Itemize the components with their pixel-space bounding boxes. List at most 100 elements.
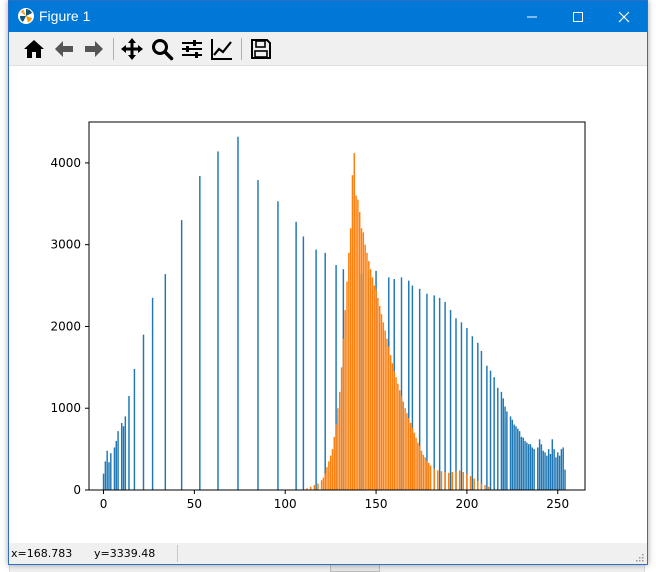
bar-series-1 bbox=[538, 439, 541, 490]
edit-axis-button[interactable] bbox=[208, 36, 236, 62]
bar-series-2 bbox=[353, 153, 355, 490]
bar-series-1 bbox=[460, 322, 463, 490]
bar-series-1 bbox=[500, 391, 503, 490]
bar-series-1 bbox=[444, 301, 446, 490]
x-tick-label: 150 bbox=[365, 497, 388, 511]
save-button[interactable] bbox=[247, 36, 275, 62]
resize-grip-icon[interactable] bbox=[634, 552, 644, 562]
bar-series-1 bbox=[526, 442, 528, 490]
bar-series-1 bbox=[122, 426, 125, 490]
bar-series-2 bbox=[375, 289, 377, 490]
bar-series-2 bbox=[440, 471, 443, 490]
bar-series-2 bbox=[451, 472, 454, 490]
bar-series-1 bbox=[553, 449, 555, 490]
figure-canvas[interactable]: 0 50 100 150 200 250 0 1000 2000 3000 4000 bbox=[9, 66, 647, 543]
bar-series-1 bbox=[335, 265, 337, 490]
bar-series-2 bbox=[388, 346, 390, 490]
close-icon bbox=[618, 11, 630, 22]
bar-series-2 bbox=[409, 422, 412, 490]
bar-series-1 bbox=[164, 274, 167, 490]
bar-series-1 bbox=[489, 370, 492, 490]
bar-series-1 bbox=[493, 377, 495, 490]
back-button[interactable] bbox=[50, 36, 78, 62]
bar-series-2 bbox=[386, 338, 388, 490]
bar-series-2 bbox=[324, 473, 326, 490]
bar-series-1 bbox=[257, 180, 259, 490]
bar-series-2 bbox=[337, 408, 339, 490]
y-tick-label: 2000 bbox=[50, 319, 81, 333]
maximize-button[interactable] bbox=[555, 1, 601, 32]
bar-series-2 bbox=[398, 390, 401, 490]
bar-series-1 bbox=[400, 277, 403, 490]
bar-series-2 bbox=[455, 471, 457, 490]
y-tick-label: 4000 bbox=[50, 156, 81, 170]
bar-series-1 bbox=[426, 293, 428, 490]
bar-series-2 bbox=[342, 338, 345, 490]
bar-series-2 bbox=[406, 413, 408, 490]
bar-series-2 bbox=[469, 476, 472, 490]
bar-series-2 bbox=[331, 449, 334, 490]
bar-series-1 bbox=[497, 387, 499, 490]
bar-series-1 bbox=[518, 431, 521, 490]
pan-icon bbox=[121, 38, 143, 60]
bar-series-1 bbox=[277, 201, 279, 490]
pan-button[interactable] bbox=[118, 36, 146, 62]
save-icon bbox=[251, 39, 271, 59]
bar-series-2 bbox=[380, 314, 383, 490]
bar-series-2 bbox=[422, 454, 425, 490]
bar-series-1 bbox=[555, 457, 557, 490]
bar-series-1 bbox=[142, 334, 145, 490]
bar-series-2 bbox=[373, 285, 375, 490]
bar-series-1 bbox=[524, 440, 526, 490]
bar-series-2 bbox=[358, 211, 361, 490]
bar-series-2 bbox=[313, 485, 316, 490]
bar-series-1 bbox=[106, 450, 108, 490]
bar-series-2 bbox=[364, 244, 366, 490]
back-icon bbox=[55, 41, 73, 57]
bar-series-1 bbox=[180, 220, 183, 490]
title-bar[interactable]: Figure 1 bbox=[9, 1, 647, 32]
bar-series-2 bbox=[317, 483, 319, 490]
bar-series-2 bbox=[309, 486, 312, 490]
bar-series-2 bbox=[384, 330, 386, 490]
figure-window: Figure 1 bbox=[8, 0, 648, 565]
bar-series-2 bbox=[368, 261, 370, 490]
forward-button[interactable] bbox=[80, 36, 108, 62]
bar-series-1 bbox=[506, 411, 508, 490]
bar-series-2 bbox=[348, 252, 350, 490]
bar-series-2 bbox=[480, 483, 483, 490]
bar-series-1 bbox=[108, 462, 110, 490]
zoom-button[interactable] bbox=[148, 36, 176, 62]
bar-series-1 bbox=[517, 428, 519, 490]
matplotlib-logo-icon bbox=[18, 8, 34, 24]
bar-series-1 bbox=[531, 447, 534, 490]
bar-series-2 bbox=[335, 424, 337, 490]
minimize-button[interactable] bbox=[509, 1, 555, 32]
bar-series-2 bbox=[320, 480, 323, 490]
bar-series-2 bbox=[349, 228, 352, 491]
close-button[interactable] bbox=[601, 1, 647, 32]
subplots-button[interactable] bbox=[178, 36, 206, 62]
home-icon bbox=[24, 40, 44, 58]
bar-series-1 bbox=[449, 310, 452, 490]
bar-series-2 bbox=[362, 232, 365, 490]
bar-series-1 bbox=[511, 419, 514, 490]
bar-series-1 bbox=[504, 406, 506, 490]
bar-series-2 bbox=[477, 481, 479, 490]
bar-series-1 bbox=[564, 469, 566, 490]
home-button[interactable] bbox=[20, 36, 48, 62]
bar-series-2 bbox=[466, 473, 468, 490]
bar-series-1 bbox=[542, 450, 544, 490]
zoom-icon bbox=[152, 39, 174, 61]
bar-series-2 bbox=[444, 472, 446, 490]
bar-series-2 bbox=[338, 391, 341, 490]
bar-series-1 bbox=[471, 336, 474, 490]
bar-series-1 bbox=[558, 455, 561, 490]
bar-series-2 bbox=[326, 467, 328, 490]
bar-series-2 bbox=[437, 470, 439, 490]
bar-series-2 bbox=[462, 472, 464, 490]
bar-series-2 bbox=[408, 418, 410, 490]
bar-series-1 bbox=[433, 295, 435, 490]
bar-series-1 bbox=[418, 288, 421, 490]
bar-series-2 bbox=[371, 277, 374, 490]
